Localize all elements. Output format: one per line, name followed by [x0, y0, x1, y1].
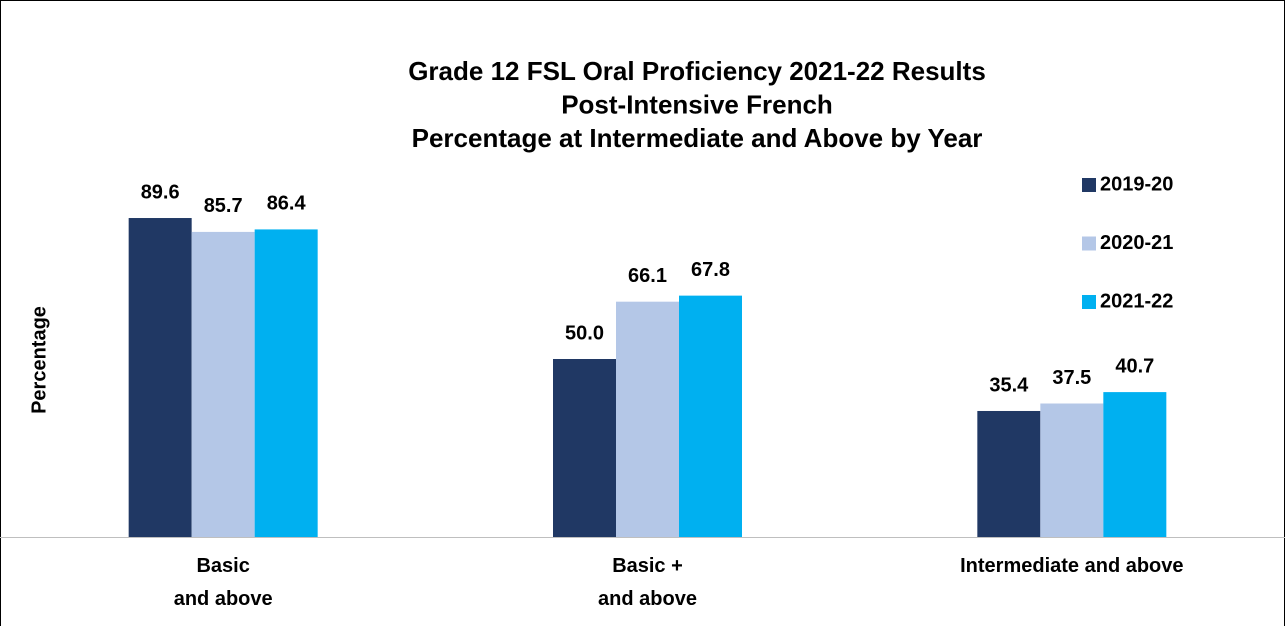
bar: [679, 295, 742, 537]
data-label: 40.7: [1115, 355, 1154, 377]
data-label: 35.4: [989, 374, 1029, 396]
bar: [616, 301, 679, 537]
legend-label: 2019-20: [1100, 173, 1173, 195]
data-label: 89.6: [141, 181, 180, 203]
legend-swatch: [1082, 178, 1096, 192]
bar: [191, 231, 255, 537]
bar: [1040, 403, 1104, 537]
chart-title: Percentage at Intermediate and Above by …: [412, 123, 983, 153]
legend-swatch: [1082, 236, 1096, 251]
data-label: 37.5: [1052, 367, 1091, 389]
bar: [1103, 392, 1167, 537]
legend-label: 2020-21: [1100, 232, 1173, 254]
legend-swatch: [1082, 295, 1096, 309]
bar: [254, 229, 318, 537]
data-label: 85.7: [204, 195, 243, 217]
x-tick-label: Intermediate and above: [960, 555, 1183, 577]
data-label: 50.0: [565, 322, 604, 344]
bar: [128, 218, 192, 538]
chart-title: Post-Intensive French: [561, 89, 833, 119]
bar: [553, 359, 616, 537]
data-label: 86.4: [267, 193, 307, 215]
x-tick-label: Basic and above: [174, 555, 273, 610]
legend-label: 2021-22: [1100, 290, 1173, 312]
x-tick-label: Basic + and above: [598, 555, 697, 610]
y-axis-label: Percentage: [28, 306, 50, 414]
data-label: 66.1: [628, 265, 667, 287]
chart-title: Grade 12 FSL Oral Proficiency 2021-22 Re…: [408, 56, 986, 86]
data-label: 67.8: [691, 259, 730, 281]
bar: [977, 410, 1041, 537]
